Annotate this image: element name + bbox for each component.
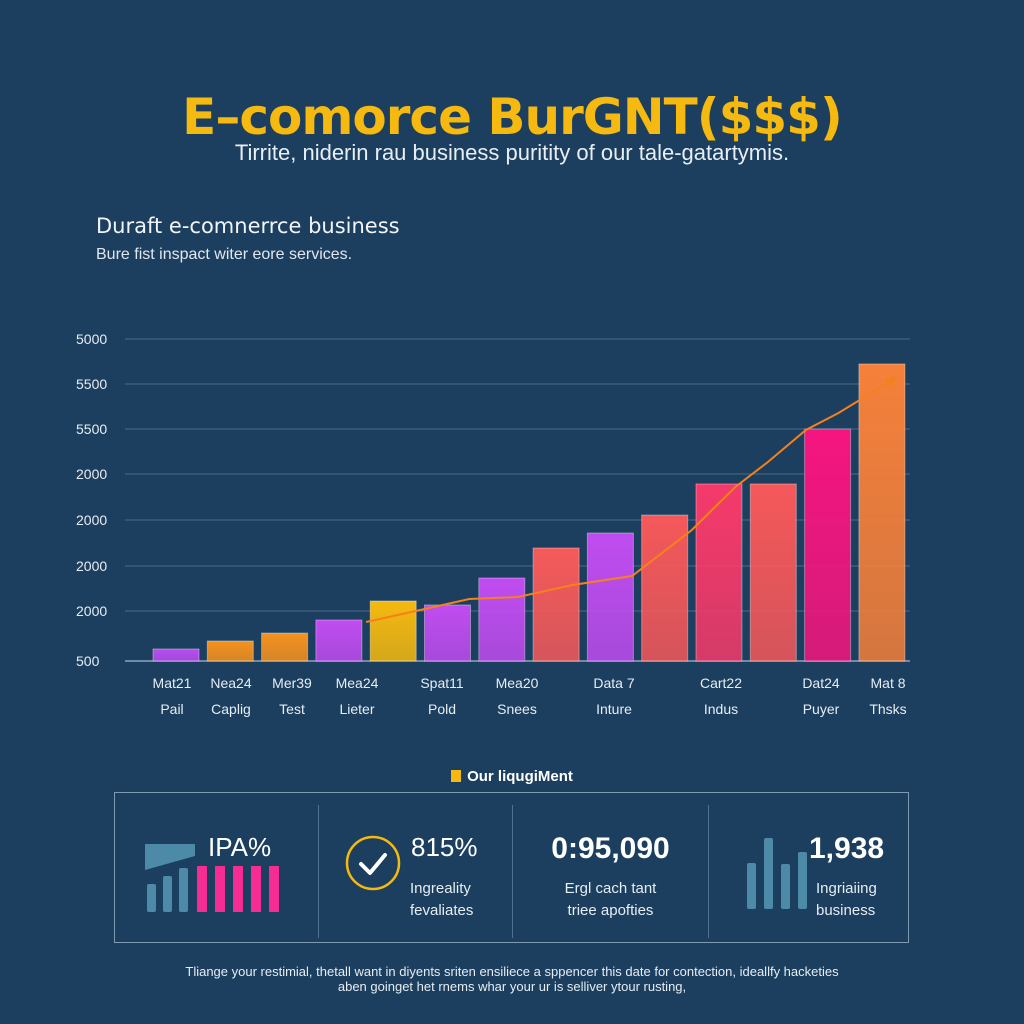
x-axis-label: Indus: [703, 701, 739, 717]
bar: [749, 483, 797, 662]
x-axis-label: Mat 8: [870, 675, 906, 691]
y-tick-label: 2000: [76, 603, 107, 619]
kpi-label: Ergl cach tant: [564, 880, 657, 897]
x-axis-label: Cart22: [699, 675, 743, 691]
kpi-card-1: IPA%: [115, 805, 318, 932]
legend-label: Our liqugiMent: [467, 768, 573, 785]
kpi-card-3: 0:95,090 Ergl cach tant triee apofties: [513, 805, 708, 932]
bar-chart-icon: [747, 838, 807, 909]
x-axis-label: Mat21: [152, 675, 192, 691]
bar: [369, 600, 417, 662]
bar: [478, 577, 526, 662]
y-tick-label: 2000: [76, 558, 107, 574]
bar-chart: 5000 5500 5500 2000 2000 2000 2000 500: [76, 331, 910, 669]
y-tick-label: 5000: [76, 331, 107, 347]
chart-title: Duraft e-comnerrce business: [96, 214, 400, 238]
kpi-label: business: [816, 902, 876, 919]
x-axis-label: Lieter: [339, 701, 375, 717]
x-axis-label: Data 7: [593, 675, 635, 691]
x-axis-label: Mea20: [495, 675, 539, 691]
x-axis-label: Mea24: [335, 675, 379, 691]
bar: [532, 547, 580, 662]
x-axis-label: Test: [279, 701, 305, 717]
kpi-card-2: 815% Ingreality fevaliates: [319, 805, 512, 932]
x-axis-label: Puyer: [802, 701, 840, 717]
bar: [424, 604, 471, 662]
legend: Our liqugiMent: [0, 768, 1024, 785]
bar: [858, 363, 906, 662]
kpi-value: 0:95,090: [551, 832, 670, 865]
page-subtitle: Tirrite, niderin rau business puritity o…: [234, 140, 790, 165]
x-axis-label: Dat24: [802, 675, 840, 691]
page-title: E–comorce BurGNT($$$): [182, 88, 843, 146]
bar: [315, 619, 363, 662]
check-circle-icon: [345, 835, 401, 891]
footer-note: Tliange your restimial, thetall want in …: [0, 964, 1024, 994]
y-tick-label: 5500: [76, 421, 107, 437]
y-tick-label: 2000: [76, 512, 107, 528]
footer-line: Tliange your restimial, thetall want in …: [185, 964, 839, 979]
kpi-value: 815%: [411, 832, 478, 862]
x-axis-label: Inture: [596, 701, 632, 717]
bar: [586, 532, 634, 662]
legend-swatch: [451, 770, 462, 782]
x-axis-label: Pold: [427, 701, 457, 717]
y-tick-label: 2000: [76, 466, 107, 482]
x-axis-label: Pail: [160, 701, 184, 717]
kpi-label: fevaliates: [410, 902, 474, 919]
y-tick-label: 500: [76, 653, 100, 669]
x-axis-label: Mer39: [272, 675, 312, 691]
kpi-label: triee apofties: [567, 902, 654, 919]
x-axis-label: Thsks: [869, 701, 907, 717]
x-axis-label: Snees: [497, 701, 537, 717]
footer-line: aben goinget het rnems whar your ur is s…: [337, 979, 687, 994]
bar: [641, 514, 689, 662]
kpi-card-4: 1,938 Ingriaiing business: [709, 805, 909, 932]
kpi-panel: IPA% 815% Ingreality fevaliates 0:95,090…: [114, 792, 909, 943]
kpi-value: IPA%: [208, 832, 272, 862]
bar: [206, 640, 254, 662]
trend-arrow-icon: [884, 375, 897, 388]
chart-subtitle: Bure fist inspact witer eore services.: [96, 246, 353, 263]
bar: [695, 483, 743, 662]
kpi-value: 1,938: [809, 832, 885, 865]
bar-chart-icon: [145, 844, 279, 912]
trend-line: [365, 379, 894, 623]
x-axis-label: Nea24: [210, 675, 252, 691]
x-axis-label: Spat11: [420, 675, 464, 691]
y-tick-label: 5500: [76, 376, 107, 392]
kpi-label: Ingreality: [410, 880, 471, 897]
x-axis-label: Caplig: [211, 701, 251, 717]
kpi-label: Ingriaiing: [816, 880, 877, 897]
bar: [804, 428, 852, 662]
bar: [261, 632, 309, 662]
bar: [152, 648, 200, 662]
